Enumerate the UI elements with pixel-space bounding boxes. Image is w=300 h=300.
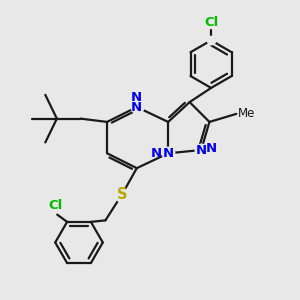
Text: N: N xyxy=(206,142,217,155)
Text: N: N xyxy=(196,143,207,157)
Text: Cl: Cl xyxy=(204,16,218,29)
Text: N: N xyxy=(151,147,162,160)
Text: N: N xyxy=(131,100,142,114)
Text: N: N xyxy=(163,147,174,160)
Text: N: N xyxy=(131,92,142,104)
Text: Me: Me xyxy=(238,107,255,120)
Text: S: S xyxy=(117,187,127,202)
Text: Cl: Cl xyxy=(48,199,63,212)
